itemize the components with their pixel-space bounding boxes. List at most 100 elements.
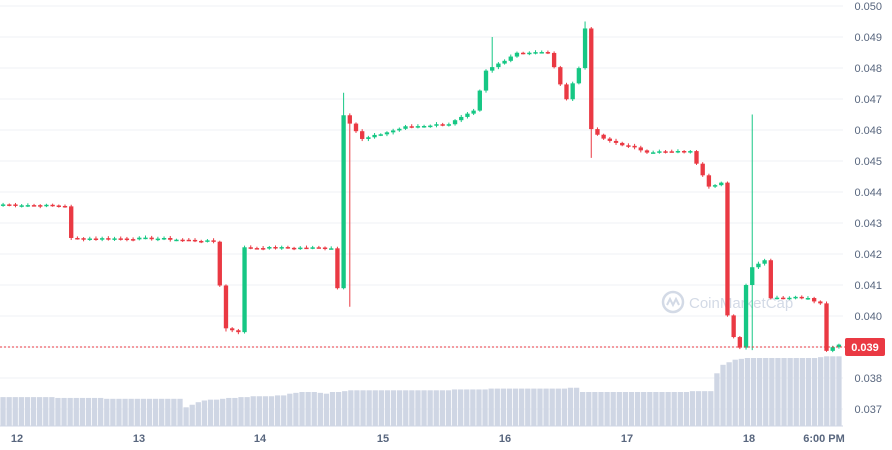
volume-bar [360, 390, 366, 426]
volume-bar [482, 389, 488, 426]
volume-bar [506, 388, 513, 426]
y-tick-label: 0.049 [854, 32, 882, 44]
candle-body [657, 151, 662, 153]
volume-bar [98, 397, 104, 426]
volume-bar [750, 358, 757, 426]
candle-body [582, 28, 588, 69]
candle-body [192, 239, 198, 242]
candle-body [595, 129, 600, 135]
coinmarketcap-watermark: CoinMarketCap [661, 290, 793, 314]
current-price-tag-bg [845, 338, 885, 356]
candle-body [137, 237, 142, 240]
current-price-tag: 0.039 [845, 338, 885, 356]
candle-body [409, 126, 414, 128]
candle-body [124, 238, 130, 241]
volume-bar [476, 389, 482, 426]
volume-bar [226, 397, 232, 426]
volume-bar [555, 388, 561, 426]
volume-bar [287, 393, 293, 426]
candle-body [81, 238, 86, 240]
volume-bar [433, 390, 439, 426]
volume-bar [464, 389, 470, 426]
y-tick-label: 0.046 [854, 125, 882, 137]
candle-body [7, 204, 12, 206]
candle-body [421, 126, 427, 128]
volume-bar [683, 392, 690, 426]
candle-body [638, 147, 643, 151]
volume-bar [256, 396, 262, 426]
candle-body [607, 138, 612, 141]
candle-body [87, 238, 92, 241]
x-tick-label: 13 [133, 433, 145, 445]
candle-body [230, 328, 235, 331]
cmc-logo-icon [661, 290, 685, 314]
volume-bar [67, 397, 73, 426]
volume-bar [494, 388, 500, 426]
candle-body [149, 237, 154, 240]
volume-bar [616, 392, 622, 426]
candle-body [0, 204, 6, 206]
candle-body [298, 247, 303, 250]
candle-body [384, 132, 390, 135]
candle-body [471, 110, 476, 114]
candle-body [527, 52, 532, 55]
candle-body [106, 238, 111, 240]
volume-bar [830, 356, 836, 426]
chart-grid [0, 5, 843, 427]
volume-bar [720, 364, 726, 426]
candle-body [811, 298, 817, 302]
volume-bar [580, 392, 586, 426]
volume-bar [695, 391, 702, 426]
candle-body [712, 185, 718, 187]
candle-body [613, 140, 619, 143]
volume-bar [335, 392, 342, 426]
candle-body [533, 52, 538, 54]
volume-bar [519, 388, 525, 426]
candle-body [69, 206, 74, 238]
y-tick-label: 0.048 [854, 63, 882, 75]
volume-bar [134, 398, 140, 426]
volume-bar [262, 396, 269, 426]
candle-body [260, 248, 266, 250]
volume-bar [537, 388, 543, 426]
candle-body [675, 151, 681, 153]
candle-body [700, 163, 705, 176]
volume-bar [610, 392, 616, 426]
volume-bar [561, 388, 568, 426]
volume-bar [793, 358, 799, 426]
volume-bar [317, 392, 323, 426]
y-tick-label: 0.047 [854, 94, 882, 106]
volume-bar [146, 398, 153, 426]
candle-body [750, 267, 755, 286]
candle-body [390, 130, 396, 133]
volume-bar [708, 391, 714, 426]
candle-body [211, 240, 216, 242]
candle-body [310, 247, 315, 249]
candle-body [186, 239, 191, 242]
candle-body [731, 315, 736, 338]
volume-bar [366, 390, 372, 426]
candle-body [508, 56, 513, 61]
volume-bar [451, 389, 458, 426]
candle-body [564, 84, 569, 100]
candle-body [372, 134, 377, 138]
volume-bar [195, 402, 201, 426]
volume-bar [274, 395, 281, 426]
volume-bar [299, 392, 305, 426]
volume-bar [525, 388, 531, 426]
volume-bar [30, 397, 37, 426]
volume-bar [543, 388, 549, 426]
candle-body [316, 247, 322, 249]
volume-bar [787, 358, 793, 426]
volume-bar [165, 398, 171, 426]
volume-bar [634, 392, 641, 426]
candle-body [483, 70, 489, 91]
candle-body [756, 263, 761, 268]
candle-body [223, 285, 229, 329]
volume-bar [763, 358, 769, 426]
candle-body [836, 344, 842, 348]
candle-body [551, 52, 557, 68]
candle-body [651, 152, 656, 154]
candle-body [620, 142, 625, 146]
